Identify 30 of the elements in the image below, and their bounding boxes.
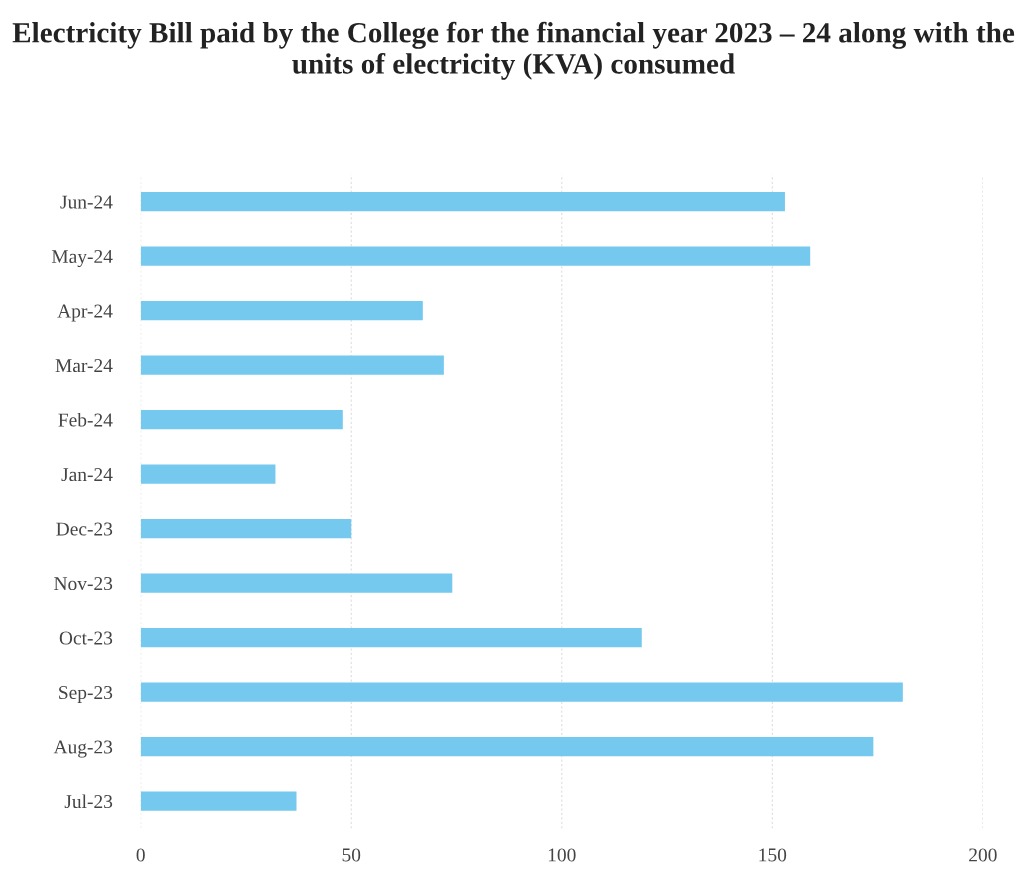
x-tick-label: 150 [759,848,787,862]
chart-title: Electricity Bill paid by the College for the financial year 2023 – 24 along with the units of electricity (KVA) consumed [12,21,1015,80]
bar [140,737,874,757]
bar [140,410,343,430]
bar [140,628,642,648]
y-tick-label: May-24 [51,249,113,268]
y-tick-label: Oct-23 [59,631,113,645]
x-tick-label: 0 [136,848,145,862]
bar [140,682,903,702]
x-tick-label: 200 [969,848,997,862]
bar [140,573,453,593]
bar [140,464,276,484]
y-tick-label: Jan-24 [61,468,113,482]
bar [140,355,444,375]
y-tick-label: Jun-24 [60,195,113,209]
bar [140,791,297,811]
bar [140,192,785,212]
y-tick-label: Sep-23 [59,686,113,704]
bar [140,246,811,266]
x-tick-label: 100 [548,848,576,862]
x-tick-label: 50 [342,848,361,862]
y-tick-label: Dec-23 [56,522,113,536]
bar [140,519,352,539]
y-tick-label: Aug-23 [53,740,113,758]
bar [140,301,423,321]
y-tick-label: Nov-23 [54,577,113,591]
y-tick-label: Apr-24 [57,304,113,322]
y-tick-label: Feb-24 [58,412,113,427]
y-tick-label: Mar-24 [55,359,113,373]
y-tick-label: Jul-23 [64,794,113,809]
